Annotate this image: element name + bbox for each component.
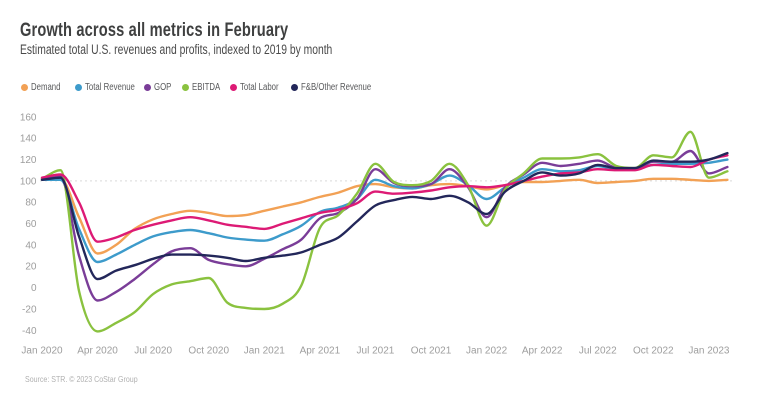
x-axis-tick-label: Jul 2020 <box>134 346 172 357</box>
x-axis-tick-label: Oct 2020 <box>188 346 229 357</box>
series-line-demand <box>40 177 729 255</box>
y-axis-tick-label: 40 <box>25 240 37 251</box>
x-axis-tick-label: Apr 2021 <box>300 346 341 357</box>
chart-title: Growth across all metrics in February <box>20 20 289 41</box>
legend-dot-icon <box>182 84 189 91</box>
legend-label: Demand <box>30 82 60 93</box>
legend-item-demand: Demand <box>21 82 68 93</box>
legend-dot-icon <box>144 84 151 91</box>
legend-dot-icon <box>291 84 298 91</box>
x-axis-tick-label: Jul 2022 <box>579 346 617 357</box>
x-axis-tick-label: Oct 2021 <box>411 346 452 357</box>
y-axis-tick-label: 60 <box>25 219 37 230</box>
x-axis-tick-label: Apr 2020 <box>77 346 118 357</box>
y-axis-tick-label: 0 <box>31 283 37 294</box>
legend-dot-icon <box>75 84 82 91</box>
x-axis-tick-label: Apr 2022 <box>522 346 563 357</box>
series-line-total-labor <box>40 154 729 243</box>
legend-item-total-labor: Total Labor <box>230 82 289 93</box>
y-axis-tick-label: 80 <box>25 198 37 209</box>
y-axis-tick-label: 20 <box>25 262 37 273</box>
series-line-ebitda <box>40 130 729 333</box>
source-note: Source: STR. © 2023 CoStar Group <box>25 374 138 384</box>
y-axis-tick-label: 100 <box>20 176 37 187</box>
y-axis-tick-label: -20 <box>22 304 37 315</box>
legend-label: F&B/Other Revenue <box>300 82 371 93</box>
legend-item-gop: GOP <box>144 82 176 93</box>
legend-item-ebitda: EBITDA <box>182 82 228 93</box>
legend-item-f-b-other-revenue: F&B/Other Revenue <box>291 82 391 93</box>
legend-label: GOP <box>153 82 171 93</box>
x-axis-tick-label: Oct 2022 <box>633 346 674 357</box>
x-axis-tick-label: Jan 2021 <box>244 346 286 357</box>
legend-item-total-revenue: Total Revenue <box>75 82 148 93</box>
legend-label: Total Labor <box>239 82 279 93</box>
x-axis-tick-label: Jan 2022 <box>466 346 508 357</box>
x-axis-tick-label: Jul 2021 <box>357 346 395 357</box>
y-axis-tick-label: 160 <box>20 112 37 123</box>
y-axis-tick-label: 140 <box>20 134 37 145</box>
x-axis-tick-label: Jan 2023 <box>688 346 730 357</box>
y-axis-tick-label: 120 <box>20 155 37 166</box>
series-line-f-b-other-revenue <box>40 151 729 281</box>
legend-label: Total Revenue <box>84 82 135 93</box>
y-axis-tick-label: -40 <box>22 326 37 337</box>
legend-dot-icon <box>21 84 28 91</box>
chart-subtitle: Estimated total U.S. revenues and profit… <box>20 42 333 57</box>
x-axis-tick-label: Jan 2020 <box>21 346 63 357</box>
legend-label: EBITDA <box>191 82 220 93</box>
legend-dot-icon <box>230 84 237 91</box>
